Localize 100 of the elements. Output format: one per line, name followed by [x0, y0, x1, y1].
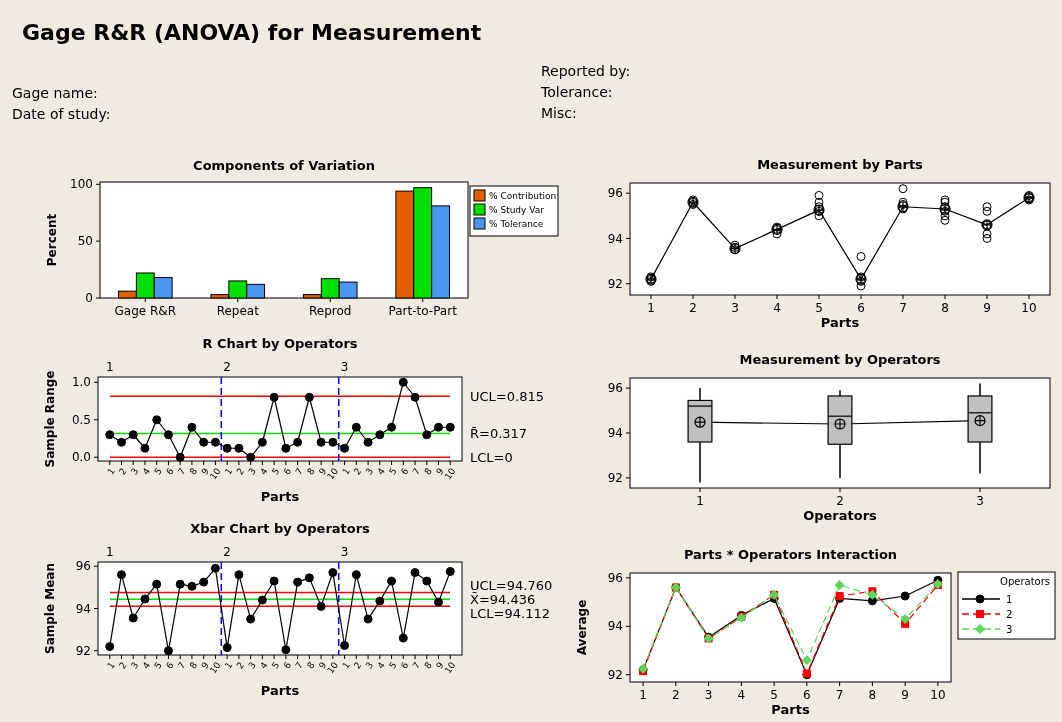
point [340, 640, 350, 650]
x-tick-label: 8 [422, 466, 435, 477]
x-tick-label: 5 [152, 660, 164, 671]
y-tick-label: 96 [607, 381, 623, 396]
x-tick-label: 7 [175, 660, 188, 671]
x-tick-label: 5 [770, 688, 778, 702]
point [152, 415, 162, 425]
x-tick-label: 7 [899, 301, 907, 315]
point [387, 422, 397, 432]
x-tick-label: 8 [305, 660, 317, 671]
x-tick-label: 2 [117, 466, 129, 477]
point [856, 252, 866, 262]
point [398, 633, 408, 643]
point [316, 437, 326, 447]
text: 3 [340, 545, 349, 559]
text: 1 [105, 360, 114, 374]
x-tick-label: 5 [815, 301, 823, 315]
x-tick-label: 4 [773, 301, 781, 315]
point [152, 579, 162, 589]
y-axis-title: Average [575, 599, 589, 656]
text: Date of study: [12, 106, 111, 122]
point [234, 443, 244, 453]
text: 1 [105, 545, 114, 559]
x-tick-label: 8 [305, 466, 317, 477]
x-axis-title: Parts [820, 315, 860, 330]
x-tick-label: 4 [258, 466, 270, 477]
point [163, 646, 173, 656]
point [422, 430, 432, 440]
x-tick-label: 6 [164, 466, 176, 477]
point [105, 430, 115, 440]
legend-label: 2 [1006, 608, 1013, 620]
text: Reported by: [541, 63, 631, 79]
point [222, 643, 232, 653]
x-tick-label: 3 [363, 466, 376, 477]
point [814, 202, 824, 212]
point [900, 614, 911, 625]
ref-line-label: UCL=0.815 [470, 388, 544, 404]
point [340, 443, 350, 453]
text: 2 [223, 360, 231, 374]
legend-label: % Study Var [489, 205, 545, 215]
point [1024, 190, 1034, 200]
x-tick-label: 2 [234, 660, 247, 671]
x-tick-label: 5 [269, 466, 282, 477]
text: 3 [340, 360, 349, 374]
y-tick-label: 96 [75, 559, 91, 574]
point [434, 422, 444, 432]
point [940, 215, 950, 225]
x-tick-label: 1 [222, 466, 235, 477]
point [316, 601, 326, 611]
x-tick-label: 7 [835, 688, 844, 702]
point [116, 437, 126, 447]
x-tick-label: 9 [901, 688, 909, 702]
x-tick-label: 6 [399, 660, 411, 671]
point [814, 211, 824, 221]
point [410, 568, 420, 578]
point [445, 422, 455, 432]
point [363, 614, 373, 624]
text: 2 [223, 545, 231, 559]
x-axis-title: Parts [771, 702, 810, 717]
x-tick-label: 4 [737, 688, 746, 702]
point [434, 597, 444, 607]
x-tick-label: 6 [857, 301, 865, 315]
y-tick-label: 100 [70, 177, 93, 192]
y-tick-label: 0 [85, 291, 93, 306]
point [187, 422, 197, 432]
y-tick-label: 96 [607, 186, 623, 201]
ref-line-label: R̄=0.317 [470, 426, 528, 442]
point [281, 443, 291, 453]
x-tick-label: 6 [399, 466, 411, 477]
point [982, 202, 992, 212]
x-axis-title: Parts [260, 683, 300, 698]
x-tick-label: 6 [281, 466, 294, 477]
chart-title: Components of Variation [193, 158, 375, 173]
point [116, 570, 126, 580]
x-tick-label: Repeat [216, 304, 260, 318]
y-tick-label: 94 [607, 426, 623, 441]
point [140, 443, 150, 453]
x-tick-label: 1 [105, 660, 117, 671]
x-tick-label: 8 [187, 660, 200, 671]
point [398, 377, 408, 387]
x-tick-label: 2 [352, 466, 364, 477]
x-tick-label: 5 [387, 466, 399, 477]
point [387, 576, 397, 586]
point [269, 576, 279, 586]
x-tick-label: 1 [696, 494, 704, 508]
y-tick-label: 50 [77, 234, 93, 249]
y-tick-label: 1.0 [71, 375, 91, 390]
x-tick-label: 5 [152, 466, 164, 477]
x-tick-label: Gage R&R [114, 304, 177, 318]
x-tick-label: 1 [105, 466, 117, 477]
point [856, 281, 866, 291]
x-tick-label: 1 [340, 466, 352, 477]
x-tick-label: 2 [234, 466, 247, 477]
x-tick-label: 2 [689, 301, 697, 315]
x-axis-title: Parts [260, 489, 300, 504]
x-tick-label: 2 [672, 688, 680, 702]
y-tick-label: 94 [607, 231, 623, 246]
x-tick-label: 4 [140, 660, 153, 671]
point [982, 229, 992, 239]
point [814, 197, 824, 207]
